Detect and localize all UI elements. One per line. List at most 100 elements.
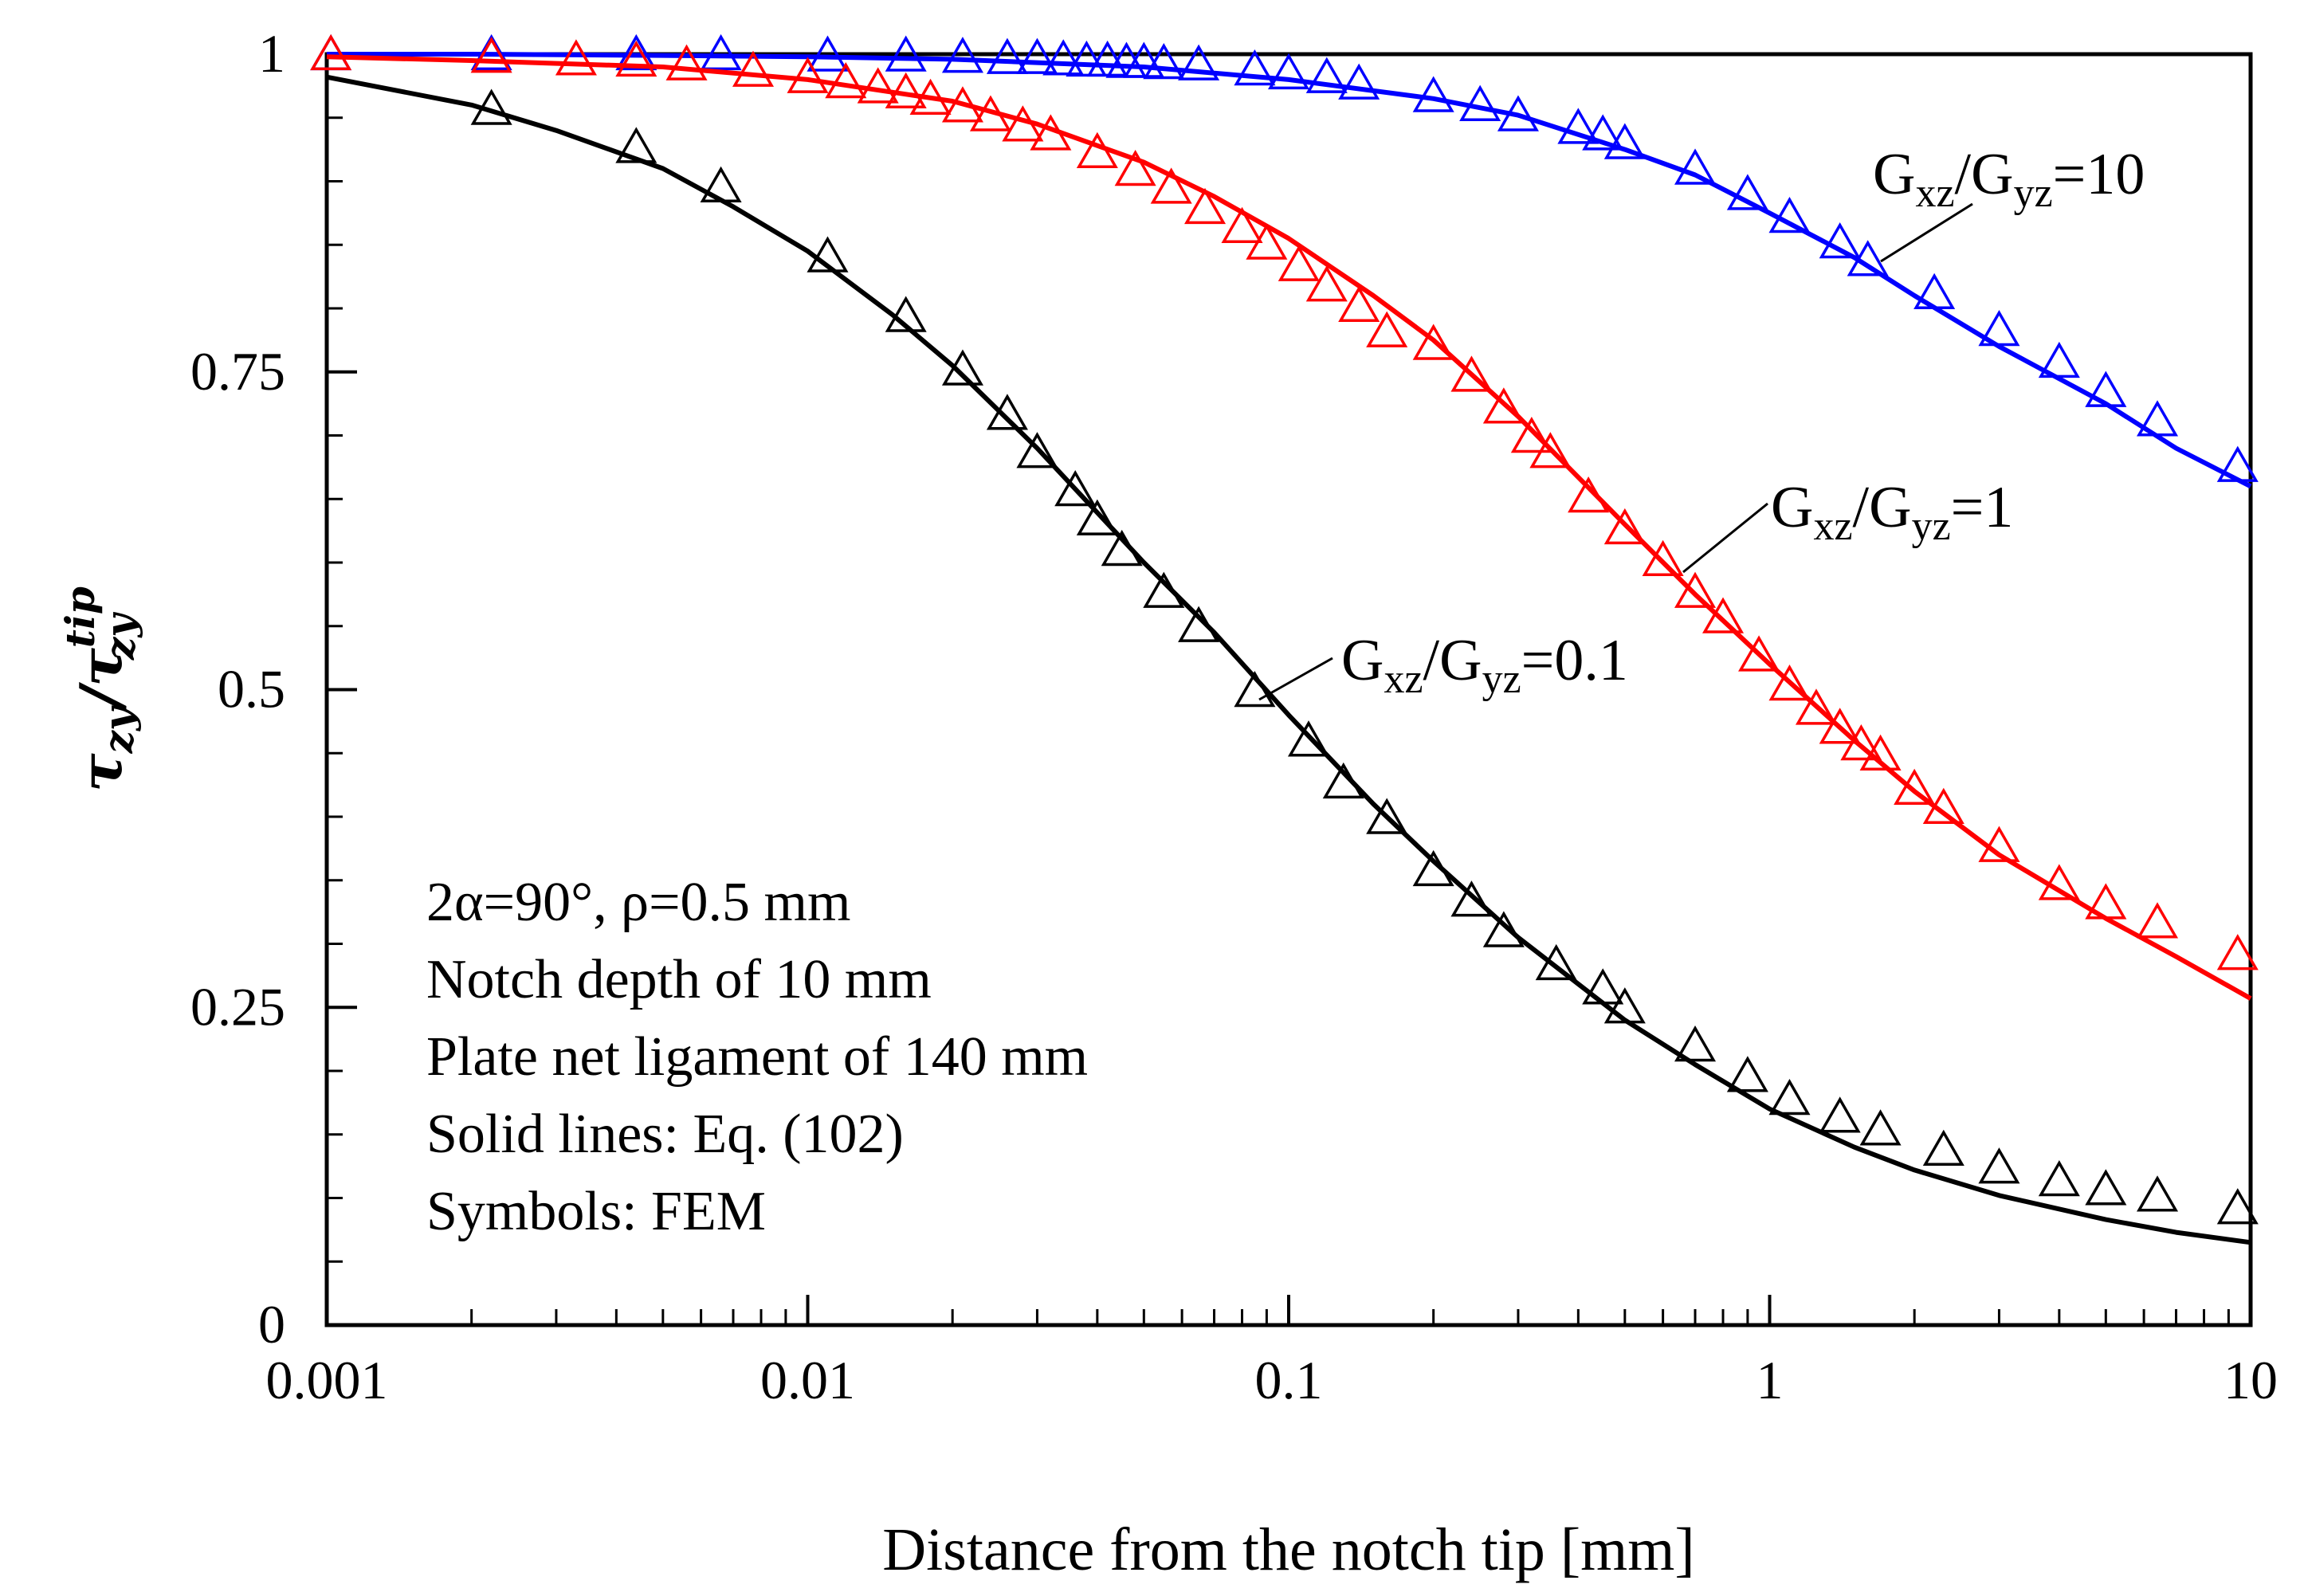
series-label-blue: Gxz/Gyz=10: [1873, 142, 2145, 263]
data-point-marker: [969, 95, 1011, 131]
data-point-marker: [825, 61, 867, 99]
data-point-marker: [986, 37, 1028, 74]
data-point-marker: [1338, 63, 1380, 100]
note-notch-depth: Notch depth of 10 mm: [426, 949, 932, 1010]
series-0: [310, 33, 2259, 488]
data-point-marker: [310, 33, 352, 71]
data-point-marker: [555, 39, 597, 76]
series-2: [326, 74, 2259, 1245]
x-tick-label: 0.1: [1255, 1350, 1323, 1410]
data-point-marker: [1366, 311, 1408, 347]
data-point-marker: [1674, 148, 1717, 185]
data-point-marker: [1582, 114, 1624, 151]
data-point-marker: [1305, 57, 1348, 93]
data-point-marker: [1482, 387, 1525, 424]
data-point-marker: [1221, 206, 1263, 244]
data-point-marker: [615, 40, 657, 77]
data-point-marker: [1412, 324, 1454, 360]
y-axis-title: τzy/τtipzy: [57, 586, 143, 792]
data-point-marker: [909, 78, 952, 115]
data-point-marker: [1726, 1056, 1768, 1092]
data-point-marker: [1322, 762, 1364, 799]
data-point-marker: [665, 44, 708, 80]
data-point-marker: [1076, 131, 1118, 168]
data-point-marker: [1726, 174, 1768, 210]
y-title-den-sub: zy: [96, 612, 143, 661]
data-point-marker: [1859, 1109, 1902, 1146]
data-point-marker: [1482, 911, 1525, 947]
data-point-marker: [941, 349, 983, 386]
data-point-marker: [2137, 902, 2179, 939]
data-point-marker: [2216, 934, 2259, 971]
data-point-marker: [2085, 371, 2127, 407]
data-point-marker: [1459, 84, 1501, 121]
data-point-marker: [1510, 416, 1552, 453]
data-point-marker: [2038, 341, 2080, 378]
y-title-num: τ: [67, 753, 135, 792]
data-point-marker: [986, 394, 1028, 430]
data-point-marker: [1412, 849, 1454, 887]
series-label-text-blue: Gxz/Gyz=10: [1873, 142, 2145, 216]
data-point-marker: [1066, 40, 1108, 77]
data-point-marker: [1002, 105, 1044, 142]
series-label-text-red: Gxz/Gyz=1: [1771, 475, 2013, 549]
data-point-marker: [1557, 108, 1599, 144]
data-point-marker: [1305, 265, 1348, 302]
leader-line-blue: [1880, 202, 1973, 263]
y-title-den-sup: tip: [57, 586, 104, 648]
data-point-marker: [2038, 1160, 2080, 1197]
data-point-marker: [2137, 1175, 2179, 1212]
series-label-text-black: Gxz/Gyz=0.1: [1341, 628, 1628, 702]
data-point-marker: [470, 88, 512, 125]
data-point-marker: [1246, 223, 1288, 260]
y-tick-label: 0.25: [190, 976, 285, 1037]
data-point-marker: [470, 37, 512, 73]
major-ticks: [325, 53, 2252, 1327]
data-point-marker: [2038, 864, 2080, 900]
data-point-marker: [1978, 825, 2020, 862]
data-point-marker: [1184, 187, 1227, 225]
data-point-marker: [1076, 499, 1118, 535]
x-tick-label: 0.001: [266, 1350, 388, 1410]
data-point-marker: [1178, 44, 1220, 80]
data-point-marker: [1603, 987, 1646, 1024]
data-point-marker: [807, 35, 849, 72]
data-point-marker: [1894, 768, 1936, 806]
leader-line-red: [1682, 502, 1768, 574]
data-point-marker: [885, 296, 927, 332]
x-axis-title: Distance from the notch tip [mm]: [882, 1516, 1694, 1583]
data-point-marker: [1859, 734, 1902, 771]
data-point-marker: [700, 33, 742, 71]
data-point-marker: [1819, 708, 1861, 744]
data-point-marker: [615, 127, 657, 163]
data-point-marker: [1178, 606, 1220, 642]
series-label-black: Gxz/Gyz=0.1: [1258, 628, 1628, 702]
data-point-marker: [1234, 670, 1276, 708]
data-point-marker: [857, 67, 899, 104]
data-point-marker: [1450, 355, 1493, 392]
data-point-marker: [1030, 114, 1072, 151]
data-point-marker: [1819, 222, 1861, 259]
data-point-marker: [1978, 1147, 2020, 1184]
y-tick-labels: 0 0.25 0.5 0.75 1: [190, 23, 285, 1355]
x-tick-label: 1: [1756, 1350, 1784, 1410]
data-point-marker: [885, 72, 927, 108]
data-point-marker: [1768, 1078, 1811, 1116]
data-point-marker: [787, 57, 829, 93]
series-layer: [310, 33, 2259, 1245]
data-point-marker: [1603, 508, 1646, 545]
data-point-marker: [1497, 95, 1539, 131]
data-point-marker: [1768, 197, 1811, 233]
data-point-marker: [1674, 1025, 1717, 1062]
data-point-marker: [1529, 432, 1572, 469]
data-point-marker: [1016, 37, 1058, 74]
data-point-marker: [732, 50, 775, 87]
data-point-marker: [1840, 723, 1882, 761]
data-point-marker: [807, 236, 849, 273]
data-point-marker: [1105, 41, 1148, 78]
series-line: [326, 54, 2252, 1001]
data-point-marker: [1913, 273, 1956, 309]
data-point-marker: [2085, 1169, 2127, 1206]
data-point-marker: [1922, 1129, 1964, 1167]
